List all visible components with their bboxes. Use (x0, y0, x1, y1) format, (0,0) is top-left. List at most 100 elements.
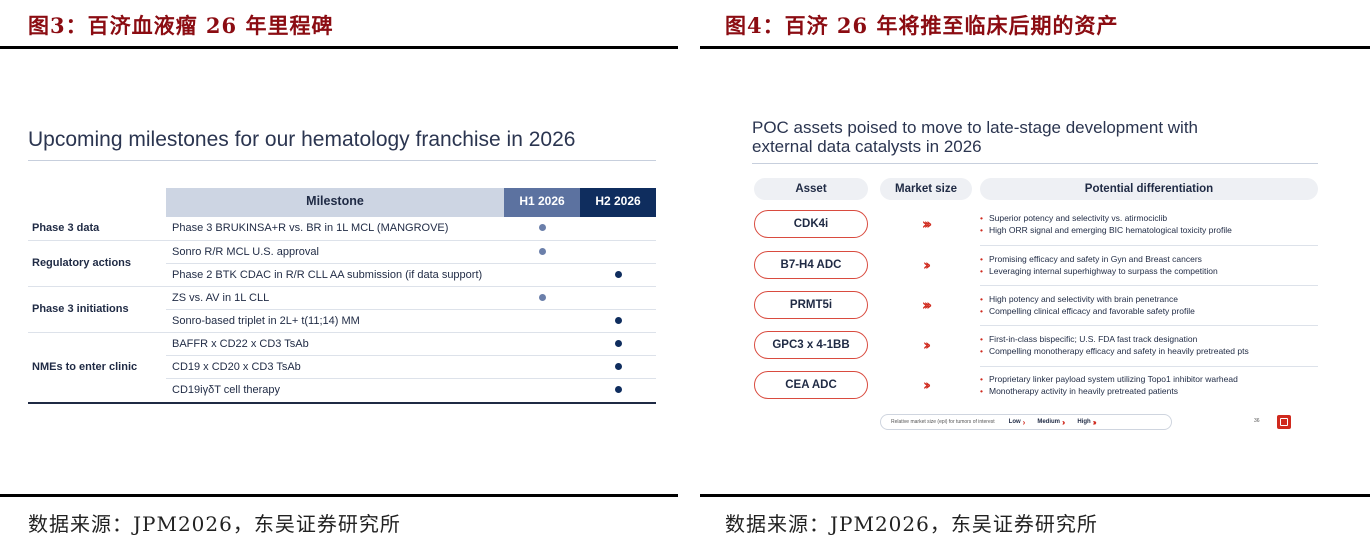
list-item: • Compelling clinical efficacy and favora… (980, 305, 1320, 317)
right-title-rule (752, 163, 1318, 164)
left-slide-title: Upcoming milestones for our hematology f… (28, 128, 576, 151)
bullet-icon: • (980, 213, 983, 223)
h1-cell (504, 355, 580, 379)
table-row: Phase 3 data Phase 3 BRUKINSA+R vs. BR i… (28, 217, 656, 241)
right-figure-caption: 图4：百济 26 年将推至临床后期的资产 (725, 13, 1119, 38)
h2-cell (580, 217, 656, 241)
h2-cell (580, 263, 656, 287)
header-market-size: Market size (880, 178, 972, 200)
chevron-icon: › (1022, 417, 1025, 427)
left-source-rule (0, 494, 678, 497)
h1-dot (538, 224, 546, 232)
left-caption-rule (0, 46, 678, 49)
differentiation-text: High ORR signal and emerging BIC hematol… (988, 225, 1232, 235)
header-potential-differentiation: Potential differentiation (980, 178, 1318, 200)
category-label: Phase 3 data (28, 217, 166, 241)
chevron-icon: ››› (921, 296, 932, 314)
legend-medium: Medium (1037, 419, 1060, 425)
row-divider (980, 325, 1318, 326)
left-figure-caption: 图3：百济血液瘤 26 年里程碑 (28, 13, 334, 38)
h1-cell (504, 378, 580, 401)
h2-dot (614, 270, 622, 278)
milestone-table-header: Milestone H1 2026 H2 2026 (28, 188, 656, 217)
left-slide: Upcoming milestones for our hematology f… (28, 128, 658, 408)
bullet-icon: • (980, 374, 983, 384)
bullet-icon: • (980, 225, 983, 235)
asset-pill-b7-h4-adc: B7-H4 ADC (754, 251, 868, 279)
milestone-text: BAFFR x CD22 x CD3 TsAb (166, 332, 504, 356)
row-divider (980, 366, 1318, 367)
right-slide-title: POC assets poised to move to late-stage … (752, 118, 1322, 156)
market-size-legend: Relative market size (epi) for tumors of… (880, 414, 1172, 430)
table-bottom-rule (28, 402, 656, 404)
left-source-note: 数据来源：JPM2026，东吴证券研究所 (28, 512, 401, 536)
h1-cell (504, 286, 580, 310)
right-title-line-2: external data catalysts in 2026 (752, 137, 982, 156)
bullet-icon: • (980, 334, 983, 344)
milestone-text: CD19iγδT cell therapy (172, 383, 281, 396)
legend-low: Low (1008, 419, 1021, 425)
h2-dot (614, 385, 622, 393)
right-caption-rule (700, 46, 1370, 49)
h1-cell (504, 309, 580, 333)
chevron-icon: ››› (1092, 417, 1097, 427)
asset-pill-gpc3-x-4-1bb: GPC3 x 4-1BB (754, 331, 868, 359)
differentiation-text: Leveraging internal superhighway to surp… (988, 266, 1218, 276)
asset-pill-cea-adc: CEA ADC (754, 371, 868, 399)
h2-cell (580, 286, 656, 310)
h1-cell (504, 240, 580, 264)
bullet-icon: • (980, 254, 983, 264)
bullet-icon: • (980, 266, 983, 276)
bullet-icon: • (980, 386, 983, 396)
legend-high: High (1077, 419, 1091, 425)
h1-cell (504, 217, 580, 241)
header-milestone: Milestone (166, 188, 504, 217)
h2-dot (614, 362, 622, 370)
bullet-icon: • (980, 346, 983, 356)
category-label: Regulatory actions (28, 240, 166, 287)
table-row: NMEs to enter clinic BAFFR x CD22 x CD3 … (28, 332, 656, 373)
h1-dot (538, 293, 546, 301)
h2-dot (614, 316, 622, 324)
table-row: CD19 x CD20 x CD3 TsAb (28, 355, 656, 379)
h2-cell (580, 309, 656, 333)
milestone-text: CD19 x CD20 x CD3 TsAb (166, 355, 504, 379)
list-item: • Monotherapy activity in heavily pretrea… (980, 385, 1320, 397)
differentiation-list: • First-in-class bispecific; U.S. FDA fas… (980, 333, 1320, 357)
market-size-indicator: ›› (885, 331, 965, 359)
h2-dot (614, 339, 622, 347)
right-slide: POC assets poised to move to late-stage … (752, 118, 1322, 438)
differentiation-list: • Superior potency and selectivity vs. at… (980, 212, 1320, 236)
list-item: • Promising efficacy and safety in Gyn an… (980, 253, 1320, 265)
row-divider (980, 285, 1318, 286)
table-row: Regulatory actions Sonro R/R MCL U.S. ap… (28, 240, 656, 287)
h1-dot (538, 247, 546, 255)
milestone-table: Milestone H1 2026 H2 2026 Phase 3 data P… (28, 188, 656, 401)
differentiation-text: Monotherapy activity in heavily pretreat… (988, 386, 1178, 396)
differentiation-text: Superior potency and selectivity vs. ati… (988, 213, 1168, 223)
list-item: • Leveraging internal superhighway to sur… (980, 265, 1320, 277)
table-row: Sonro-based triplet in 2L+ t(11;14) MM (28, 309, 656, 333)
table-row: CD19iγδT cell therapy (28, 378, 656, 401)
header-asset: Asset (754, 178, 868, 200)
chevron-icon: ›› (922, 376, 932, 394)
chevron-icon: ››› (921, 215, 932, 233)
h2-cell (580, 332, 656, 356)
right-source-rule (700, 494, 1370, 497)
market-size-indicator: ››› (885, 210, 965, 238)
h1-cell (504, 263, 580, 287)
differentiation-text: First-in-class bispecific; U.S. FDA fast… (988, 334, 1198, 344)
h2-cell (580, 355, 656, 379)
category-label: Phase 3 initiations (28, 286, 166, 333)
slide-page-number: 36 (1254, 418, 1260, 424)
market-size-indicator: ›› (885, 251, 965, 279)
differentiation-text: Compelling clinical efficacy and favorab… (988, 306, 1195, 316)
milestone-text: Phase 2 BTK CDAC in R/R CLL AA submissio… (166, 263, 504, 287)
header-h2-2026: H2 2026 (580, 188, 656, 217)
left-title-rule (28, 160, 656, 161)
differentiation-list: • Proprietary linker payload system utili… (980, 373, 1320, 397)
milestone-text: Sonro R/R MCL U.S. approval (166, 240, 504, 264)
category-label: NMEs to enter clinic (32, 360, 138, 373)
milestone-text: Sonro-based triplet in 2L+ t(11;14) MM (166, 309, 504, 333)
list-item: • First-in-class bispecific; U.S. FDA fas… (980, 333, 1320, 345)
